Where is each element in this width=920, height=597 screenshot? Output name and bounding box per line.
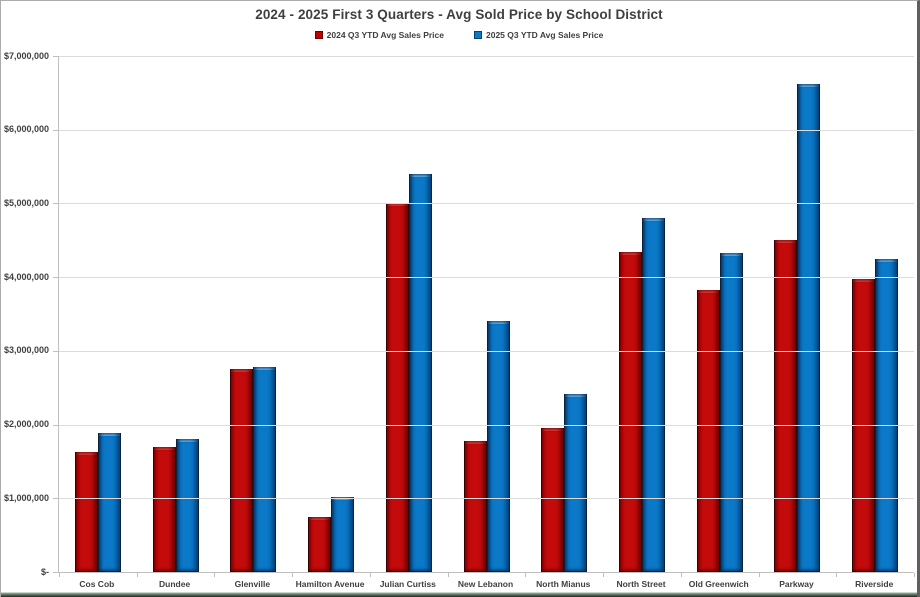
y-axis-tick — [53, 572, 58, 573]
y-axis-tick — [53, 129, 58, 131]
x-axis-tick — [214, 573, 216, 577]
bar-group-parkway — [759, 56, 837, 572]
y-axis-tick — [53, 56, 58, 57]
y-tick-label: $3,000,000 — [3, 345, 49, 356]
legend-item-2025: 2025 Q3 YTD Avg Sales Price — [474, 30, 603, 40]
y-tick-label: $- — [40, 566, 49, 577]
y-tick-label: $2,000,000 — [3, 419, 49, 430]
bar-2025-riverside — [875, 259, 899, 572]
gridline — [59, 203, 914, 205]
bar-2024-north-mianus — [541, 428, 565, 572]
x-axis-tick — [758, 573, 760, 577]
bar-2024-parkway — [774, 240, 798, 572]
y-tick-label: $1,000,000 — [3, 492, 49, 503]
x-axis-label-hamilton-avenue: Hamilton Avenue — [295, 579, 365, 589]
x-axis-tick — [914, 573, 915, 577]
gridline — [59, 498, 914, 500]
chart-title: 2024 - 2025 First 3 Quarters - Avg Sold … — [255, 7, 663, 22]
bar-2025-north-mianus — [564, 394, 588, 572]
y-tick-label: $7,000,000 — [3, 50, 49, 61]
legend-label-2025: 2025 Q3 YTD Avg Sales Price — [486, 30, 604, 40]
x-axis-label-julian-curtiss: Julian Curtiss — [379, 579, 436, 589]
bar-2024-north-street — [619, 252, 642, 572]
legend-label-2024: 2024 Q3 YTD Avg Sales Price — [326, 30, 444, 40]
bar-groups — [59, 56, 914, 572]
x-axis-label-north-mianus: North Mianus — [536, 579, 591, 589]
gridline — [59, 129, 914, 131]
bar-2025-north-street — [642, 218, 665, 572]
gridline — [59, 424, 914, 426]
legend-item-2024: 2024 Q3 YTD Avg Sales Price — [314, 30, 444, 40]
x-axis-tick — [447, 573, 449, 577]
bar-2025-new-lebanon — [486, 321, 510, 572]
y-axis-labels: $7,000,000 $6,000,000 $5,000,000 $4,000,000… — [1, 1, 51, 597]
x-axis-tick — [136, 573, 138, 577]
gridline — [59, 56, 914, 57]
bar-group-new-lebanon — [448, 56, 526, 572]
y-axis-tick — [53, 277, 58, 279]
x-axis-label-old-greenwich: Old Greenwich — [688, 579, 749, 589]
bar-2024-new-lebanon — [463, 441, 487, 572]
bar-group-glenville — [214, 56, 292, 572]
bar-group-north-mianus — [525, 56, 603, 572]
bar-2024-hamilton-avenue — [308, 517, 332, 572]
bar-2024-glenville — [230, 369, 254, 572]
bar-group-dundee — [137, 56, 215, 572]
bar-2024-dundee — [152, 447, 176, 572]
y-axis-tick — [53, 424, 58, 426]
x-axis-tick — [525, 573, 527, 577]
y-axis-tick — [53, 350, 58, 352]
bar-2025-parkway — [797, 84, 821, 572]
legend-swatch-2025 — [474, 31, 482, 39]
bar-group-julian-curtiss — [370, 56, 448, 572]
y-axis-tick — [53, 203, 58, 205]
x-axis-label-north-street: North Street — [616, 579, 666, 589]
y-tick-label: $6,000,000 — [3, 124, 49, 135]
bar-group-cos-cob — [59, 56, 137, 572]
x-axis-tick — [603, 573, 605, 577]
x-axis-tick — [836, 573, 838, 577]
x-axis-label-dundee: Dundee — [159, 579, 191, 589]
legend-swatch-2024 — [314, 31, 323, 39]
bar-group-north-street — [603, 56, 681, 572]
y-tick-label: $5,000,000 — [3, 197, 49, 208]
y-tick-label: $4,000,000 — [3, 271, 49, 282]
bar-group-old-greenwich — [681, 56, 759, 572]
x-axis-tick — [59, 573, 60, 577]
x-axis-labels: Cos Cob Dundee Glenville Hamilton Avenue Jul… — [58, 579, 913, 589]
bar-group-riverside — [836, 56, 914, 572]
window-bottom-edge — [1, 590, 917, 597]
x-axis-tick — [369, 573, 371, 577]
x-axis-tick — [292, 573, 294, 577]
plot-area — [53, 56, 915, 577]
legend: 2024 Q3 YTD Avg Sales Price 2025 Q3 YTD … — [1, 30, 917, 40]
bar-2025-glenville — [253, 367, 277, 572]
gridline — [59, 277, 914, 279]
y-axis-tick — [53, 498, 58, 500]
bar-2024-cos-cob — [74, 452, 98, 572]
gridline — [59, 350, 914, 352]
bar-2024-julian-curtiss — [385, 203, 409, 572]
bar-2025-julian-curtiss — [408, 174, 432, 572]
bar-2025-hamilton-avenue — [331, 497, 355, 572]
bar-2025-old-greenwich — [719, 253, 743, 572]
x-axis-tick — [680, 573, 682, 577]
x-axis-label-new-lebanon: New Lebanon — [457, 579, 514, 589]
bar-group-hamilton-avenue — [292, 56, 370, 572]
bar-2024-old-greenwich — [696, 290, 720, 572]
bar-2025-dundee — [175, 439, 199, 572]
x-axis-label-riverside: Riverside — [855, 579, 894, 589]
x-axis-label-glenville: Glenville — [234, 579, 271, 589]
x-axis-label-cos-cob: Cos Cob — [79, 579, 115, 589]
bar-2025-cos-cob — [97, 433, 121, 572]
x-axis-label-parkway: Parkway — [779, 579, 814, 589]
